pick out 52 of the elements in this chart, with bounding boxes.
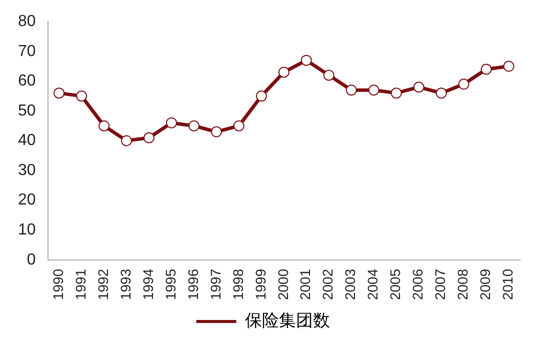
x-tick-label: 1990 bbox=[50, 268, 66, 300]
x-tick-label: 2000 bbox=[274, 268, 291, 300]
y-tick-label: 60 bbox=[18, 72, 36, 90]
y-tick-label: 70 bbox=[18, 42, 36, 60]
point bbox=[503, 60, 514, 72]
y-tick-label: 80 bbox=[18, 13, 36, 30]
x-tick-label: 2005 bbox=[387, 268, 404, 300]
x-tick-label: 1997 bbox=[207, 268, 224, 300]
x-tick-label: 2001 bbox=[297, 268, 314, 300]
y-tick-label: 10 bbox=[18, 221, 36, 238]
point bbox=[323, 70, 334, 81]
x-tick-label: 1996 bbox=[184, 268, 201, 300]
point bbox=[210, 126, 222, 138]
point bbox=[413, 82, 424, 93]
x-tick-label: 1993 bbox=[117, 268, 134, 300]
x-tick-label: 2007 bbox=[432, 268, 448, 300]
point bbox=[54, 88, 65, 99]
x-tick-label: 1991 bbox=[72, 268, 88, 300]
y-tick-label: 0 bbox=[26, 251, 36, 268]
x-tick-label: 2004 bbox=[364, 268, 381, 300]
x-tick-label: 1995 bbox=[162, 268, 178, 300]
point bbox=[390, 88, 402, 99]
point bbox=[188, 120, 200, 132]
x-tick-label: 2008 bbox=[454, 268, 471, 300]
y-tick-label: 20 bbox=[18, 192, 36, 209]
y-tick-label: 50 bbox=[18, 102, 36, 120]
point bbox=[458, 78, 470, 90]
point bbox=[368, 84, 380, 96]
point bbox=[76, 90, 88, 102]
x-tick-label: 1998 bbox=[230, 268, 246, 300]
y-tick-label: 30 bbox=[18, 162, 36, 179]
point bbox=[121, 135, 132, 146]
x-tick-label: 1994 bbox=[140, 268, 156, 300]
point bbox=[233, 120, 244, 132]
point bbox=[166, 117, 177, 128]
point bbox=[346, 84, 357, 96]
y-tick-label: 40 bbox=[18, 132, 36, 150]
point bbox=[256, 90, 267, 102]
x-tick-label: 2006 bbox=[410, 268, 426, 300]
x-tick-label: 1999 bbox=[252, 268, 268, 300]
point bbox=[143, 132, 154, 144]
point bbox=[436, 88, 447, 99]
legend-label: 保险集团数 bbox=[244, 310, 330, 331]
point bbox=[300, 54, 312, 66]
x-tick-label: 2002 bbox=[320, 268, 336, 300]
point bbox=[98, 120, 110, 132]
x-tick-label: 2003 bbox=[342, 268, 358, 300]
x-tick-label: 1992 bbox=[94, 268, 111, 300]
point bbox=[278, 66, 290, 78]
x-tick-label: 2009 bbox=[477, 268, 494, 300]
x-tick-label: 2010 bbox=[500, 268, 516, 300]
point bbox=[480, 64, 492, 75]
